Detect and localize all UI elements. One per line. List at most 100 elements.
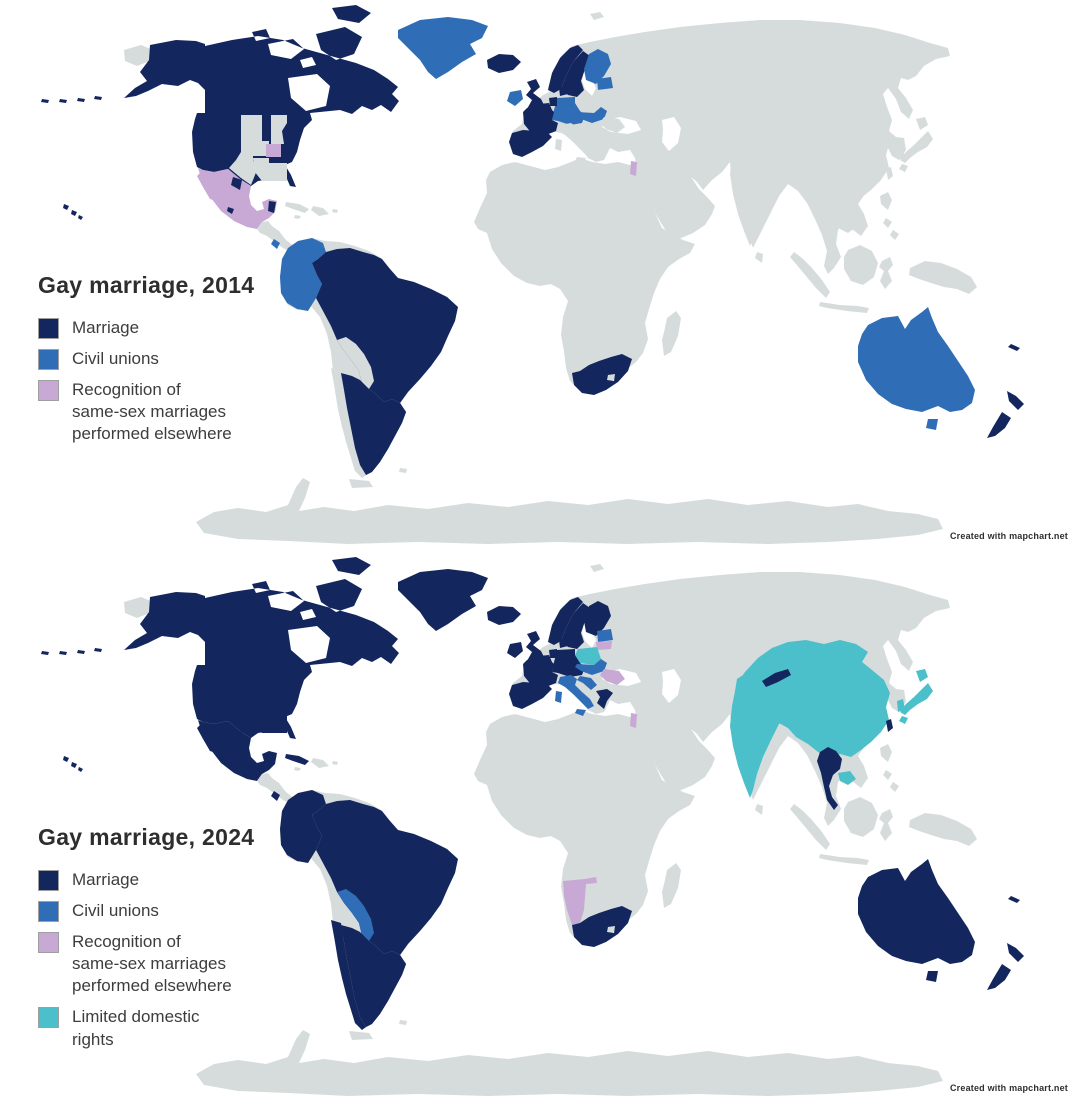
region-sri-lanka — [755, 804, 763, 815]
region-norway — [548, 45, 583, 93]
region-benelux — [549, 649, 557, 658]
region-sulawesi — [879, 257, 893, 289]
region-france — [523, 655, 558, 687]
legend-2014: Gay marriage, 2014 Marriage Civil unions… — [38, 272, 254, 454]
region-java — [819, 854, 869, 865]
region-cuba — [285, 754, 309, 765]
region-new-guinea — [909, 261, 977, 294]
region-colombia-ecuador — [280, 790, 326, 863]
legend-item-marriage: Marriage — [38, 317, 254, 339]
region-mexico-city — [227, 759, 234, 766]
region-svalbard — [590, 564, 604, 572]
swatch-marriage — [38, 870, 59, 891]
region-chile — [331, 368, 366, 478]
region-sumatra — [790, 804, 830, 850]
region-bolivia — [337, 889, 374, 941]
swatch-civil-unions — [38, 349, 59, 371]
region-new-zealand — [987, 391, 1024, 438]
region-mexico — [197, 168, 277, 229]
region-falklands — [399, 468, 407, 473]
region-croatia — [577, 124, 597, 138]
attribution-2014: Created with mapchart.net — [949, 531, 1068, 541]
world-map-svg — [41, 5, 1024, 544]
swatch-recognition — [38, 932, 59, 954]
region-south-korea — [897, 147, 905, 160]
region-germany-alps — [552, 97, 585, 125]
region-namibia — [563, 325, 597, 373]
region-greece — [596, 689, 613, 709]
swatch-marriage — [38, 318, 59, 339]
region-jamaica — [294, 767, 301, 771]
region-hispaniola — [311, 758, 329, 768]
region-new-caledonia — [1008, 344, 1020, 351]
legend-item-recognition: Recognition of same-sex marriages perfor… — [38, 931, 254, 997]
region-uruguay — [394, 403, 406, 420]
region-nepal — [762, 669, 791, 687]
region-baltic-south — [596, 89, 612, 98]
region-australia — [858, 307, 975, 430]
region-hispaniola — [311, 206, 329, 216]
region-sumatra — [790, 252, 830, 298]
region-costa-rica — [271, 239, 280, 249]
map-panel-2024: Gay marriage, 2024 Marriage Civil unions… — [0, 552, 1080, 1100]
region-usa-gray-plains — [229, 667, 269, 737]
region-bolivia — [337, 337, 374, 389]
region-baltic-north — [597, 629, 613, 642]
region-iberia — [509, 130, 552, 157]
region-new-caledonia — [1008, 896, 1020, 903]
region-thailand — [817, 195, 842, 258]
region-sri-lanka — [755, 252, 763, 263]
region-baltic-north — [597, 77, 613, 90]
region-cuba — [285, 202, 309, 213]
legend-item-civil-unions: Civil unions — [38, 348, 254, 371]
region-france — [523, 103, 558, 135]
region-argentina — [341, 925, 406, 1027]
region-iceland — [487, 54, 521, 73]
region-central-east — [575, 107, 607, 123]
region-puerto-rico — [332, 209, 338, 213]
region-puerto-rico — [332, 761, 338, 765]
region-denmark — [559, 86, 568, 96]
swatch-civil-unions — [38, 901, 59, 923]
region-croatia — [577, 676, 597, 690]
region-greece — [596, 137, 613, 157]
region-java — [819, 302, 869, 313]
region-africa — [474, 710, 695, 946]
region-uruguay — [394, 955, 406, 972]
region-namibia — [563, 877, 597, 925]
caspian-sea — [662, 117, 681, 151]
legend-label: Limited domestic rights — [72, 1007, 200, 1049]
region-ireland — [507, 90, 523, 106]
region-mexico-coahuila — [231, 177, 242, 190]
region-philippines — [880, 744, 899, 792]
region-usa-gray-plains — [229, 115, 269, 185]
region-greenland — [398, 569, 488, 631]
region-brazil — [312, 800, 458, 955]
region-mexico-city — [227, 207, 234, 214]
legend-item-recognition: Recognition of same-sex marriages perfor… — [38, 379, 254, 445]
region-romania — [600, 669, 625, 685]
region-sweden — [561, 603, 590, 649]
legend-label: Marriage — [72, 870, 140, 889]
legend-item-civil-unions: Civil unions — [38, 900, 254, 923]
swatch-limited-rights — [38, 1007, 59, 1029]
region-chile — [331, 920, 366, 1030]
region-romania — [600, 117, 625, 133]
region-africa — [474, 158, 695, 394]
caspian-sea — [662, 669, 681, 703]
region-falklands — [399, 1020, 407, 1025]
region-central-america — [257, 221, 296, 252]
region-svalbard — [590, 12, 604, 20]
legend-label: Civil unions — [72, 349, 159, 369]
region-usa-purple-state — [266, 696, 281, 709]
region-madagascar — [662, 311, 681, 356]
region-australia — [858, 859, 975, 982]
region-china — [740, 88, 890, 206]
attribution-2024: Created with mapchart.net — [949, 1083, 1068, 1093]
region-israel — [630, 161, 637, 176]
region-usa-gray-southeast — [253, 158, 287, 181]
region-madagascar — [662, 863, 681, 908]
region-central-east — [575, 659, 607, 675]
map-title-2024: Gay marriage, 2024 — [38, 824, 255, 850]
